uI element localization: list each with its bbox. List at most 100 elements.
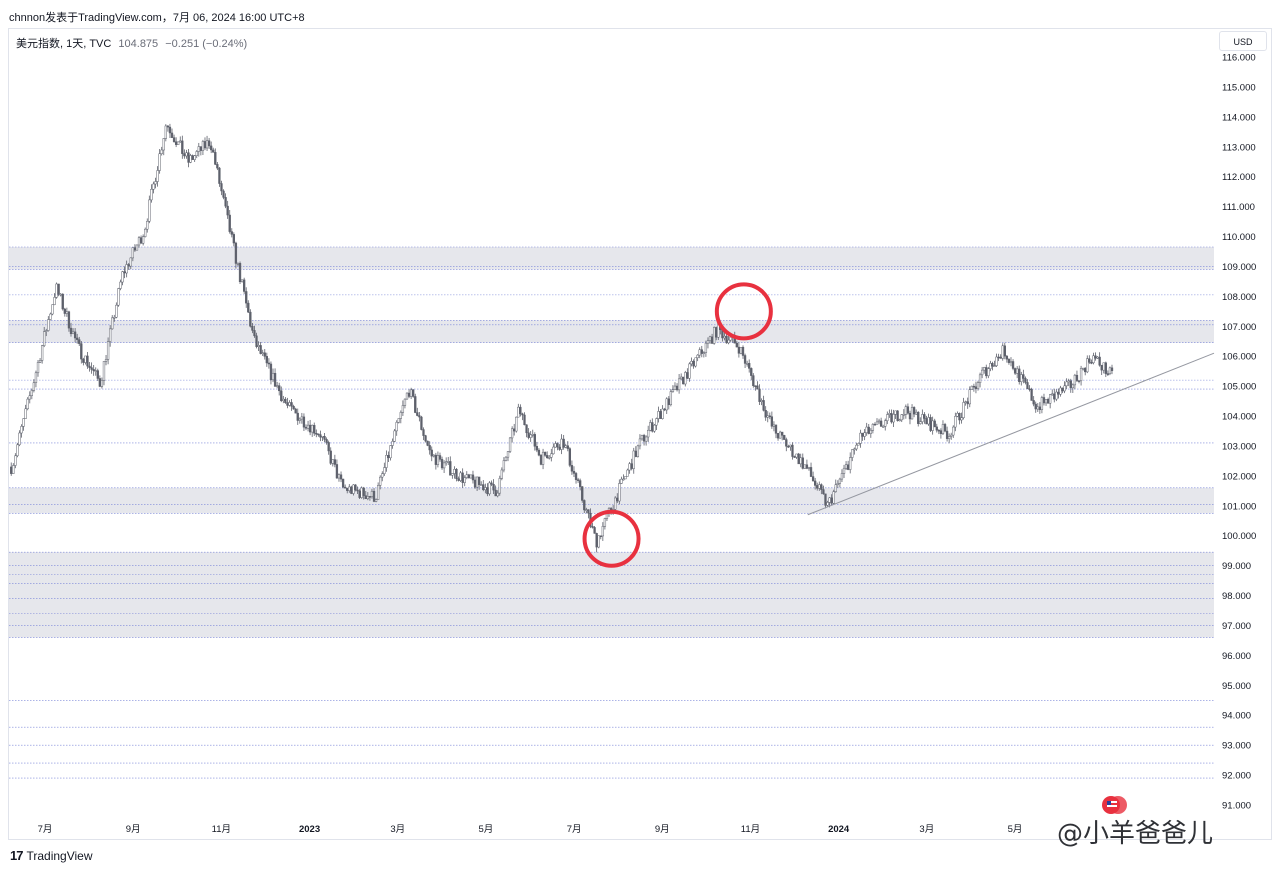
- candle-body: [727, 339, 730, 344]
- candle-body: [921, 414, 924, 423]
- candle-body: [88, 365, 91, 368]
- price-tick-label: 94.000: [1222, 711, 1251, 722]
- time-tick-label: 3月: [390, 824, 405, 835]
- candle-body: [704, 342, 708, 353]
- candle-body: [372, 490, 376, 502]
- candle-body: [1028, 388, 1031, 390]
- candle-body: [395, 422, 398, 432]
- candle-body: [298, 418, 301, 421]
- candle-body: [1069, 380, 1072, 389]
- candle-body: [275, 385, 279, 387]
- candle-body: [434, 454, 438, 465]
- candle-body: [414, 396, 417, 413]
- candle-body: [626, 469, 629, 477]
- candle-body: [713, 327, 716, 344]
- candle-body: [1036, 406, 1039, 410]
- candle-body: [989, 363, 992, 369]
- candle-body: [723, 335, 726, 339]
- candle-body: [181, 140, 184, 154]
- candle-body: [1098, 356, 1101, 366]
- time-tick-label: 3月: [919, 824, 934, 835]
- candle-body: [1106, 373, 1110, 375]
- candle-body: [259, 345, 262, 354]
- candle-body: [251, 326, 254, 331]
- candle-body: [591, 526, 594, 528]
- candle-body: [265, 356, 268, 364]
- candle-body: [449, 461, 452, 476]
- candle-body: [1016, 368, 1019, 374]
- candle-body: [306, 424, 310, 429]
- candle-body: [325, 439, 328, 443]
- chart-frame: [8, 28, 1272, 840]
- candle-body: [445, 461, 448, 464]
- candle-body: [826, 502, 829, 506]
- candle-body: [352, 484, 355, 494]
- candle-body: [680, 376, 683, 380]
- candle-body: [65, 311, 69, 314]
- time-tick-label: 7月: [567, 824, 582, 835]
- candle-body: [1088, 358, 1091, 363]
- candle-body: [529, 434, 532, 438]
- candle-body: [768, 415, 771, 418]
- candle-body: [836, 483, 839, 485]
- candle-body: [1032, 400, 1035, 405]
- candle-body: [947, 436, 951, 439]
- candle-body: [863, 432, 866, 437]
- currency-button[interactable]: USD: [1219, 31, 1267, 51]
- highlight-circle: [582, 509, 641, 568]
- candle-body: [490, 482, 493, 485]
- candle-body: [1055, 391, 1058, 400]
- candle-body: [368, 496, 372, 498]
- price-tick-label: 93.000: [1222, 741, 1251, 752]
- candle-body: [593, 527, 596, 534]
- candle-body: [401, 405, 405, 413]
- candle-body: [370, 490, 374, 497]
- candle-body: [653, 424, 656, 432]
- candle-body: [686, 372, 689, 379]
- candle-body: [278, 385, 281, 392]
- candle-body: [296, 412, 299, 421]
- candle-body: [760, 400, 763, 402]
- candle-body: [193, 155, 196, 160]
- candle-body: [958, 413, 961, 421]
- candle-body: [1001, 345, 1004, 359]
- candle-body: [356, 489, 359, 492]
- candle-body: [115, 304, 118, 318]
- candle-body: [49, 313, 52, 320]
- trend-line: [807, 352, 1215, 516]
- candle-body: [43, 331, 46, 346]
- candle-body: [1081, 367, 1085, 370]
- candle-body: [663, 408, 666, 411]
- candle-body: [956, 413, 959, 417]
- candle-body: [1034, 403, 1037, 410]
- candle-body: [1053, 393, 1056, 400]
- tradingview-logo[interactable]: 17 TradingView: [10, 848, 93, 863]
- symbol-legend[interactable]: 美元指数, 1天, TVC 104.875 −0.251 (−0.24%): [16, 35, 247, 51]
- candle-body: [113, 317, 116, 319]
- candle-body: [257, 345, 260, 347]
- candle-body: [1057, 391, 1060, 395]
- candle-body: [999, 356, 1002, 359]
- candle-body: [556, 443, 559, 448]
- candle-body: [385, 455, 388, 468]
- candle-body: [228, 214, 231, 232]
- candle-body: [344, 486, 347, 489]
- candle-body: [624, 476, 627, 480]
- price-tick-label: 112.000: [1222, 172, 1256, 183]
- candle-body: [1018, 368, 1021, 382]
- candle-body: [1071, 384, 1074, 389]
- candle-body: [1013, 368, 1017, 374]
- candle-body: [708, 336, 712, 341]
- candle-body: [692, 360, 695, 367]
- candle-body: [383, 467, 386, 474]
- candle-body: [90, 367, 93, 370]
- candle-body: [568, 448, 572, 466]
- candle-body: [1065, 381, 1068, 387]
- us-flag-icon: [1102, 796, 1127, 814]
- price-tick-label: 110.000: [1222, 232, 1256, 243]
- candle-body: [409, 389, 413, 397]
- time-tick-label: 2024: [828, 824, 850, 835]
- candle-body: [1059, 387, 1062, 395]
- candle-body: [1009, 361, 1013, 363]
